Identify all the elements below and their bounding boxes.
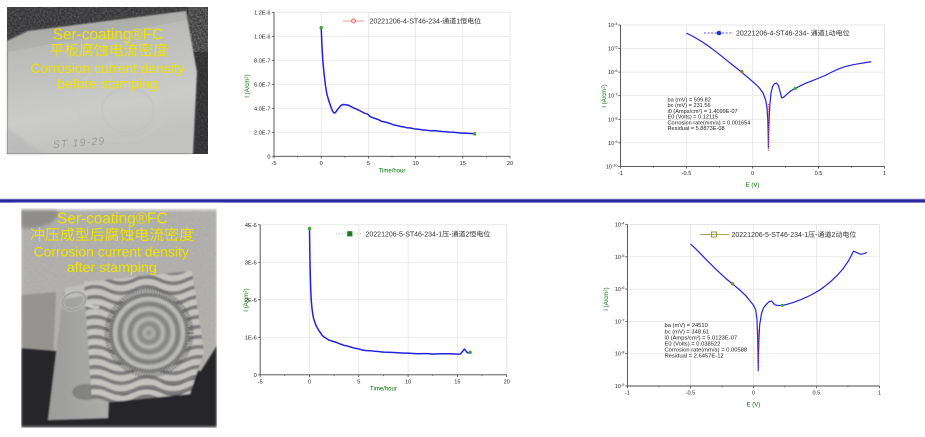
svg-text:5: 5 (367, 161, 370, 167)
svg-text:Ser-coating®FC: Ser-coating®FC (53, 27, 164, 44)
svg-text:-1: -1 (625, 391, 630, 397)
svg-text:Corrosion rate(mm/a) = 0.00588: Corrosion rate(mm/a) = 0.00588 (665, 348, 748, 354)
svg-text:10-7: 10-7 (608, 92, 617, 100)
svg-text:0: 0 (752, 391, 755, 397)
svg-text:1.2E-6: 1.2E-6 (254, 10, 270, 16)
svg-text:0: 0 (320, 161, 323, 167)
svg-text:20221206-5-ST46-234-1: 20221206-5-ST46-234-1 (366, 232, 443, 239)
svg-text:Residual = 5.8873E-08: Residual = 5.8873E-08 (668, 126, 725, 132)
svg-text:Time/hour: Time/hour (370, 387, 397, 393)
svg-text:20221206-4-ST46-234-: 20221206-4-ST46-234- (370, 19, 443, 26)
svg-text:0: 0 (308, 379, 311, 385)
svg-text:-1: -1 (618, 171, 623, 177)
svg-text:5: 5 (357, 379, 360, 385)
svg-text:I (A/cm2): I (A/cm2) (603, 287, 611, 310)
svg-text:Time/hour: Time/hour (379, 169, 406, 175)
svg-text:10-4: 10-4 (615, 221, 625, 229)
svg-text:10-5: 10-5 (608, 45, 617, 53)
svg-text:Ser-coating®FC: Ser-coating®FC (57, 211, 168, 228)
svg-text:I (A/cm2): I (A/cm2) (243, 288, 251, 311)
svg-text:E0 (Volts) = 0.038522: E0 (Volts) = 0.038522 (665, 342, 721, 348)
svg-text:-0.5: -0.5 (682, 171, 692, 177)
svg-text:4E-6: 4E-6 (245, 223, 257, 229)
svg-text:20221206-4-ST46-234-: 20221206-4-ST46-234- (736, 31, 809, 38)
svg-text:E (V): E (V) (747, 403, 761, 409)
svg-text:20221206-5-ST46-234-1: 20221206-5-ST46-234-1 (732, 232, 809, 239)
svg-text:bc (mV) = 348.61: bc (mV) = 348.61 (665, 329, 710, 335)
svg-text:1: 1 (456, 19, 460, 26)
svg-text:Residual = 2.6457E-12: Residual = 2.6457E-12 (665, 354, 724, 360)
svg-text:2E-6: 2E-6 (245, 298, 257, 304)
svg-text:before stamping: before stamping (57, 76, 157, 92)
svg-text:20: 20 (507, 161, 513, 167)
svg-text:1: 1 (878, 391, 881, 397)
svg-text:8.0E-7: 8.0E-7 (254, 58, 270, 64)
svg-text:-: - (815, 232, 818, 239)
svg-text:0.5: 0.5 (813, 391, 821, 397)
svg-text:-5: -5 (258, 379, 263, 385)
svg-text:Corrosion current density: Corrosion current density (34, 244, 189, 260)
svg-text:0: 0 (267, 154, 270, 160)
svg-text:20: 20 (504, 379, 510, 385)
svg-text:Corrosion rate(mm/a) = 0.00165: Corrosion rate(mm/a) = 0.001654 (668, 120, 751, 126)
svg-text:E0 (Volts) = 0.12115: E0 (Volts) = 0.12115 (668, 115, 718, 121)
svg-text:I (A/cm2): I (A/cm2) (601, 84, 609, 107)
svg-text:10-10: 10-10 (606, 162, 618, 170)
svg-text:4.0E-7: 4.0E-7 (254, 106, 270, 112)
svg-text:10-6: 10-6 (615, 285, 624, 293)
svg-text:15: 15 (460, 161, 466, 167)
svg-text:after stamping: after stamping (67, 260, 157, 276)
svg-text:6.0E-7: 6.0E-7 (254, 82, 270, 88)
svg-text:0: 0 (751, 171, 754, 177)
svg-text:0.5: 0.5 (815, 171, 823, 177)
svg-text:2: 2 (832, 232, 836, 239)
svg-text:E (V): E (V) (746, 183, 760, 189)
svg-text:15: 15 (454, 379, 460, 385)
svg-text:10-5: 10-5 (615, 253, 624, 261)
svg-text:3E-6: 3E-6 (245, 260, 257, 266)
svg-text:1.0E-6: 1.0E-6 (254, 34, 270, 40)
svg-text:1: 1 (883, 171, 886, 177)
svg-text:Corrosion current density: Corrosion current density (30, 61, 184, 76)
svg-text:-: - (449, 232, 452, 239)
svg-text:1: 1 (825, 31, 829, 38)
svg-text:I (A/cm2): I (A/cm2) (244, 74, 252, 97)
svg-text:10-4: 10-4 (608, 21, 618, 29)
svg-text:10-7: 10-7 (615, 317, 624, 325)
svg-text:i0 (Amps/cm²) = 5.0123E-07: i0 (Amps/cm²) = 5.0123E-07 (665, 335, 738, 341)
svg-text:10-9: 10-9 (608, 139, 617, 147)
svg-text:0: 0 (254, 373, 257, 379)
svg-text:1E-6: 1E-6 (245, 335, 257, 341)
svg-text:i0 (Amps/cm²) = 1.4099E-07: i0 (Amps/cm²) = 1.4099E-07 (668, 109, 738, 115)
svg-text:bc (mV) = 231.56: bc (mV) = 231.56 (668, 103, 711, 109)
svg-text:ba (mV) = 599.82: ba (mV) = 599.82 (668, 98, 711, 104)
svg-text:10-8: 10-8 (615, 350, 624, 358)
svg-text:-0.5: -0.5 (686, 391, 696, 397)
svg-text:10: 10 (405, 379, 411, 385)
svg-text:10-8: 10-8 (608, 115, 617, 123)
svg-text::: : (475, 19, 477, 28)
svg-text:-5: -5 (272, 161, 277, 167)
svg-text:10-9: 10-9 (615, 382, 624, 390)
svg-text:ba (mV) = 24510: ba (mV) = 24510 (665, 323, 708, 329)
svg-text:10-6: 10-6 (608, 68, 617, 76)
svg-text:2: 2 (466, 232, 470, 239)
svg-text:ST 19-29: ST 19-29 (52, 135, 106, 151)
svg-text:2.0E-7: 2.0E-7 (254, 130, 270, 136)
svg-text:10: 10 (412, 161, 418, 167)
